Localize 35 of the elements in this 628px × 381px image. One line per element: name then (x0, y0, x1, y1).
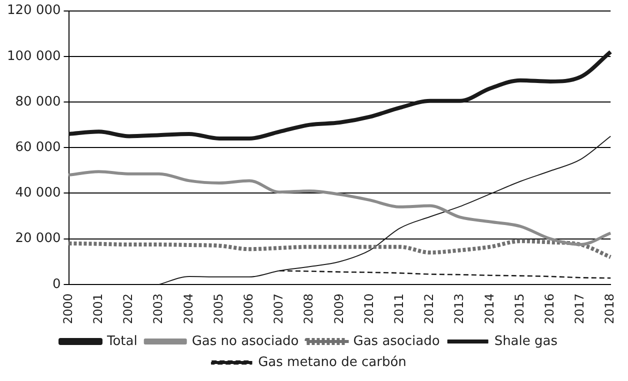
line-series (66, 239, 613, 260)
x-tick-label: 2000 (60, 293, 75, 324)
x-tick-label: 2009 (332, 293, 346, 324)
x-tick-label: 2017 (572, 293, 587, 324)
x-tick-label: 2008 (302, 293, 316, 324)
legend-label: Total (106, 334, 138, 349)
y-tick-label: 60 000 (15, 140, 61, 156)
line-series (67, 170, 612, 246)
legend-label: Gas asociado (353, 334, 440, 349)
x-tick-label: 2011 (392, 293, 406, 324)
y-tick-label: 20 000 (15, 231, 61, 246)
x-tick-label: 2007 (272, 293, 286, 324)
x-tick-label: 2004 (181, 293, 196, 324)
x-tick-label: 2010 (362, 293, 376, 324)
y-tick-label: 120 000 (6, 3, 61, 18)
x-tick-label: 2014 (482, 293, 496, 324)
legend-label: Gas no asociado (192, 334, 299, 349)
x-tick-label: 2006 (241, 293, 256, 324)
line-series (158, 136, 612, 284)
legend-label: Shale gas (494, 334, 558, 349)
x-tick-label: 2005 (211, 293, 226, 324)
y-tick-label: 40 000 (15, 186, 61, 201)
x-tick-label: 2016 (542, 293, 557, 324)
x-tick-label: 2018 (602, 293, 617, 324)
legend-label: Gas metano de carbón (258, 354, 406, 370)
y-tick-label: 100 000 (6, 48, 61, 64)
x-tick-label: 2013 (452, 293, 466, 324)
x-tick-label: 2015 (512, 293, 526, 324)
x-tick-label: 2001 (90, 293, 105, 324)
x-tick-label: 2003 (151, 293, 166, 324)
y-tick-label: 80 000 (15, 94, 61, 110)
y-tick-label: 0 (52, 276, 61, 292)
line-series (66, 50, 613, 141)
x-tick-label: 2012 (422, 293, 436, 324)
x-tick-label: 2002 (121, 293, 136, 324)
